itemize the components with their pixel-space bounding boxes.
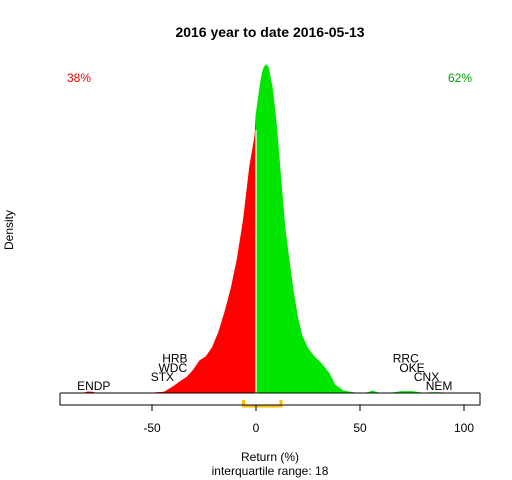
iqr-caption: interquartile range: 18: [212, 464, 329, 478]
negative-share-label: 38%: [67, 71, 91, 85]
ticker-label: NEM: [426, 379, 453, 393]
ticker-label: RRC: [393, 352, 419, 366]
plot-frame: [59, 393, 481, 406]
x-tick-label: 50: [353, 421, 367, 435]
ticker-label: CNX: [414, 370, 439, 384]
ticker-label: OKE: [399, 361, 424, 375]
x-axis-label: Return (%): [241, 450, 299, 464]
positive-density-area: [255, 64, 454, 394]
positive-share-label: 62%: [448, 71, 472, 85]
ticker-label: ENDP: [77, 379, 110, 393]
ticker-label: HRB: [162, 352, 187, 366]
ticker-label: WDC: [158, 361, 187, 375]
x-axis: -50 0 50 100: [143, 404, 474, 435]
ticker-label: STX: [151, 370, 174, 384]
iqr-bracket: [242, 400, 283, 408]
chart-title: 2016 year to date 2016-05-13: [175, 24, 364, 40]
x-tick-label: 100: [454, 421, 474, 435]
x-tick-label: -50: [143, 421, 161, 435]
y-axis-label: Density: [2, 210, 16, 250]
x-tick-label: 0: [253, 421, 260, 435]
